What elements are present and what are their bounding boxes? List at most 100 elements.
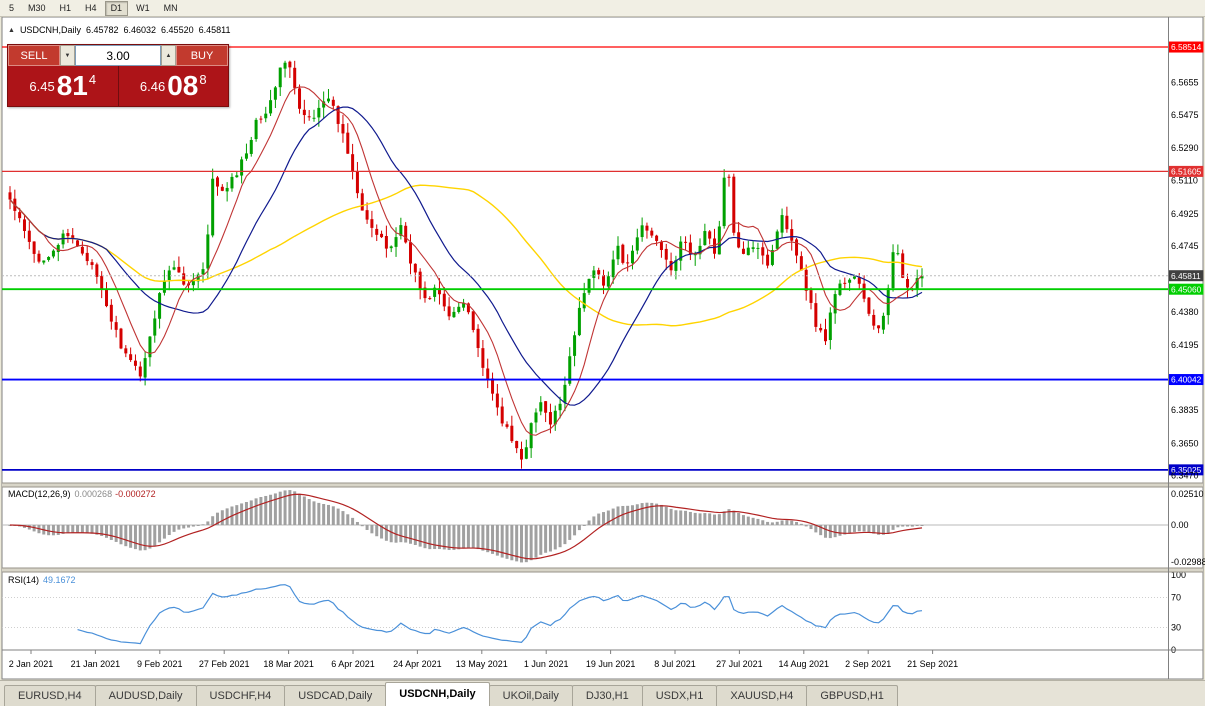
sell-price-big: 81 (56, 70, 88, 101)
panel-splitter[interactable] (2, 483, 1203, 487)
macd-signal-value: -0.000272 (115, 489, 156, 499)
ohlc-close: 6.45811 (198, 25, 231, 35)
ma-mid-line (9, 106, 923, 406)
svg-text:6.51605: 6.51605 (1171, 167, 1202, 177)
svg-text:6.5475: 6.5475 (1171, 110, 1199, 120)
ma-fast-line (9, 86, 923, 436)
date-label: 18 Mar 2021 (263, 659, 314, 669)
ohlc-low: 6.45520 (161, 25, 194, 35)
rsi-line (77, 584, 923, 645)
svg-text:6.4195: 6.4195 (1171, 340, 1199, 350)
buy-price-pip: 8 (199, 72, 207, 87)
buy-price-display[interactable]: 6.46 08 8 (119, 66, 229, 106)
date-label: 24 Apr 2021 (393, 659, 442, 669)
chart-tabbar: EURUSD,H4 AUDUSD,Daily USDCHF,H4 USDCAD,Dai… (0, 680, 1205, 706)
svg-text:6.3470: 6.3470 (1171, 471, 1199, 481)
level-price-badge (1169, 283, 1204, 295)
chart-symbol: USDCNH,Daily (19, 25, 81, 35)
chart-tab-eurusd-h4[interactable]: EURUSD,H4 (4, 685, 96, 706)
svg-text:6.4380: 6.4380 (1171, 307, 1199, 317)
macd-signal-line (9, 493, 923, 560)
macd-name: MACD(12,26,9) (8, 489, 71, 499)
timeframe-button-w1[interactable]: W1 (136, 2, 150, 13)
macd-axis-label: 0.02510 (1171, 489, 1204, 499)
date-label: 13 May 2021 (456, 659, 508, 669)
svg-text:6.3835: 6.3835 (1171, 405, 1199, 415)
svg-text:6.4925: 6.4925 (1171, 209, 1199, 219)
timeframe-button-h4[interactable]: H4 (85, 2, 97, 13)
chart-tab-usdcnh-daily[interactable]: USDCNH,Daily (385, 682, 490, 706)
chart-tab-usdcad-daily[interactable]: USDCAD,Daily (284, 685, 387, 706)
timeframe-button-m30[interactable]: M30 (28, 2, 46, 13)
macd-axis-label: 0.00 (1171, 520, 1189, 530)
candles (8, 60, 924, 469)
chart-tab-usdx-h1[interactable]: USDX,H1 (641, 685, 718, 706)
rsi-name: RSI(14) (8, 575, 40, 585)
price-axis: 6.5655 6.5475 6.5290 6.5110 6.4925 6.4745 6.43… (1171, 77, 1199, 480)
date-axis-labels: 2 Jan 2021 21 Jan 2021 9 Feb 2021 27 Feb 20… (9, 650, 958, 669)
macd-label: MACD(12,26,9) 0.000268 -0.000272 (8, 489, 156, 499)
svg-text:6.40042: 6.40042 (1171, 375, 1202, 385)
chart-tab-xauusd-h4[interactable]: XAUUSD,H4 (716, 685, 808, 706)
date-label: 14 Aug 2021 (779, 659, 830, 669)
macd-axis-label: -0.02988 (1171, 557, 1205, 567)
buy-price-prefix: 6.46 (139, 78, 166, 94)
panel-splitter[interactable] (2, 568, 1203, 572)
svg-text:6.5290: 6.5290 (1171, 143, 1199, 153)
timeframe-button-h1[interactable]: H1 (59, 2, 72, 13)
date-label: 19 Jun 2021 (586, 659, 636, 669)
quick-trade-collapse-icon[interactable]: ▲ (8, 26, 15, 34)
rsi-axis-label: 30 (1171, 623, 1181, 633)
sell-price-prefix: 6.45 (29, 78, 55, 94)
date-label: 27 Jul 2021 (716, 659, 763, 669)
chart-tab-ukoil-daily[interactable]: UKOil,Daily (488, 685, 573, 706)
sell-button[interactable]: SELL (8, 45, 60, 66)
svg-text:6.5655: 6.5655 (1171, 77, 1199, 87)
level-price-badge (1169, 464, 1204, 476)
svg-text:6.35025: 6.35025 (1171, 465, 1202, 475)
macd-hist-value: 0.000268 (74, 489, 113, 499)
macd-histogram (8, 490, 924, 563)
rsi-axis-label: 70 (1171, 593, 1181, 603)
svg-text:6.45811: 6.45811 (1171, 271, 1201, 281)
one-click-trading-panel: SELL ▼ ▲ BUY 6.45 81 4 6.46 08 8 (7, 44, 229, 107)
svg-text:6.5110: 6.5110 (1171, 175, 1198, 185)
buy-price-big: 08 (167, 70, 199, 101)
date-label: 9 Feb 2021 (137, 659, 183, 669)
rsi-axis-label: 100 (1171, 570, 1186, 580)
buy-button[interactable]: BUY (176, 45, 228, 66)
chart-background (1, 16, 1204, 680)
date-label: 21 Jan 2021 (71, 659, 121, 669)
level-price-badge (1169, 165, 1204, 177)
chart-header: ▲ USDCNH,Daily 6.45782 6.46032 6.45520 6… (8, 25, 230, 35)
chart-tab-audusd-daily[interactable]: AUDUSD,Daily (94, 685, 197, 706)
svg-text:6.4745: 6.4745 (1171, 241, 1199, 251)
timeframe-button-m5[interactable]: 5 (9, 2, 15, 13)
sell-price-display[interactable]: 6.45 81 4 (8, 66, 119, 106)
date-label: 27 Feb 2021 (199, 659, 250, 669)
timeframe-button-d1[interactable]: D1 (104, 0, 129, 16)
chart-tab-usdchf-h4[interactable]: USDCHF,H4 (195, 685, 286, 706)
volume-increment-button[interactable]: ▲ (161, 45, 176, 66)
ohlc-high: 6.46032 (123, 25, 157, 35)
date-label: 2 Sep 2021 (845, 659, 891, 669)
svg-text:6.3650: 6.3650 (1171, 438, 1199, 448)
date-label: 6 Apr 2021 (331, 659, 375, 669)
svg-text:6.45060: 6.45060 (1171, 284, 1202, 294)
timeframe-toolbar: 5 M30 H1 H4 D1 W1 MN (0, 0, 1205, 17)
volume-decrement-button[interactable]: ▼ (60, 45, 75, 66)
date-label: 1 Jun 2021 (524, 659, 569, 669)
current-price-badge (1169, 270, 1204, 282)
level-price-badge (1169, 41, 1204, 53)
level-price-badge (1169, 374, 1204, 386)
chart-tab-gbpusd-h1[interactable]: GBPUSD,H1 (806, 685, 898, 706)
svg-text:6.58514: 6.58514 (1171, 42, 1202, 52)
sell-price-pip: 4 (88, 72, 97, 87)
timeframe-button-mn[interactable]: MN (163, 2, 178, 13)
chart-tab-dj30-h1[interactable]: DJ30,H1 (571, 685, 643, 706)
ohlc-open: 6.45782 (85, 25, 119, 35)
date-label: 8 Jul 2021 (654, 659, 696, 669)
rsi-value: 49.1672 (43, 575, 76, 585)
volume-input[interactable] (75, 45, 161, 66)
